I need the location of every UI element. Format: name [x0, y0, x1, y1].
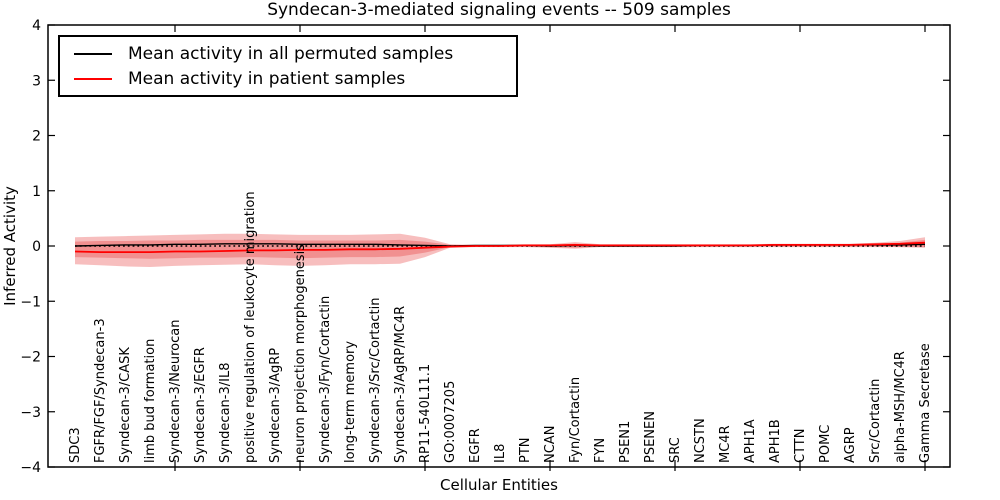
- y-tick-label: −4: [20, 460, 41, 476]
- permuted-line-swatch: [74, 52, 112, 55]
- x-category-label: RP11-540L11.1: [418, 364, 433, 463]
- legend-box: Mean activity in all permuted samples Me…: [58, 35, 518, 97]
- x-category-label: SRC: [668, 437, 683, 463]
- outer-std-band: [75, 233, 925, 267]
- x-category-label: GO:0007205: [443, 381, 458, 463]
- x-category-label: PSEN1: [618, 421, 633, 463]
- x-category-label: Syndecan-3/CASK: [118, 347, 133, 463]
- x-category-label: Syndecan-3/Fyn/Cortactin: [318, 296, 333, 463]
- y-tick-label: −1: [20, 294, 41, 310]
- x-category-label: positive regulation of leukocyte migrati…: [243, 191, 258, 463]
- chart-title: Syndecan-3-mediated signaling events -- …: [267, 0, 731, 20]
- x-category-label: alpha-MSH/MC4R: [893, 351, 908, 463]
- x-category-label: NCAN: [543, 426, 558, 463]
- patient-line-swatch: [74, 77, 112, 80]
- x-category-label: POMC: [818, 425, 833, 463]
- x-category-label: Syndecan-3/Neurocan: [168, 320, 183, 463]
- x-category-label: Src/Cortactin: [868, 379, 883, 463]
- x-category-label: AGRP: [843, 427, 858, 463]
- y-tick-label: 2: [32, 129, 41, 145]
- x-category-label: FYN: [593, 438, 608, 463]
- x-category-label: IL8: [493, 444, 508, 463]
- x-category-label: long-term memory: [343, 341, 358, 463]
- y-tick-label: 3: [32, 73, 41, 89]
- x-category-label: CTTN: [793, 429, 808, 463]
- x-category-label: Gamma Secretase: [918, 343, 933, 463]
- inner-std-band: [75, 239, 925, 259]
- x-axis-label: Cellular Entities: [440, 476, 558, 494]
- x-category-label: APH1B: [768, 419, 783, 463]
- y-tick-label: −2: [20, 350, 41, 366]
- x-category-label: Syndecan-3/IL8: [218, 363, 233, 463]
- y-tick-label: 1: [32, 184, 41, 200]
- x-category-label: MC4R: [718, 425, 733, 463]
- patient-mean-line: [74, 241, 926, 254]
- x-category-label: Syndecan-3/EGFR: [193, 347, 208, 463]
- x-category-label: Syndecan-3/Src/Cortactin: [368, 297, 383, 463]
- x-category-label: EGFR: [468, 428, 483, 463]
- legend-label-patient: Mean activity in patient samples: [128, 68, 406, 89]
- y-tick-label: −3: [20, 405, 41, 421]
- x-category-label: PTN: [518, 437, 533, 463]
- x-category-label: NCSTN: [693, 418, 708, 463]
- y-tick-label: 0: [32, 239, 41, 255]
- legend-entry-patient: Mean activity in patient samples: [74, 67, 516, 91]
- x-category-label: Syndecan-3/AgRP: [268, 348, 283, 463]
- x-category-label: FGFR/FGF/Syndecan-3: [93, 318, 108, 463]
- legend-entry-permuted: Mean activity in all permuted samples: [74, 42, 516, 66]
- legend-label-permuted: Mean activity in all permuted samples: [128, 43, 454, 64]
- x-category-label: Syndecan-3/AgRP/MC4R: [393, 306, 408, 463]
- x-category-label: limb bud formation: [143, 339, 158, 463]
- x-category-label: PSENEN: [643, 411, 658, 463]
- x-category-label: Fyn/Cortactin: [568, 377, 583, 463]
- x-category-label: neuron projection morphogenesis: [293, 244, 308, 463]
- x-category-label: SDC3: [68, 427, 83, 463]
- x-category-label: APH1A: [743, 419, 758, 463]
- y-tick-label: 4: [32, 18, 41, 34]
